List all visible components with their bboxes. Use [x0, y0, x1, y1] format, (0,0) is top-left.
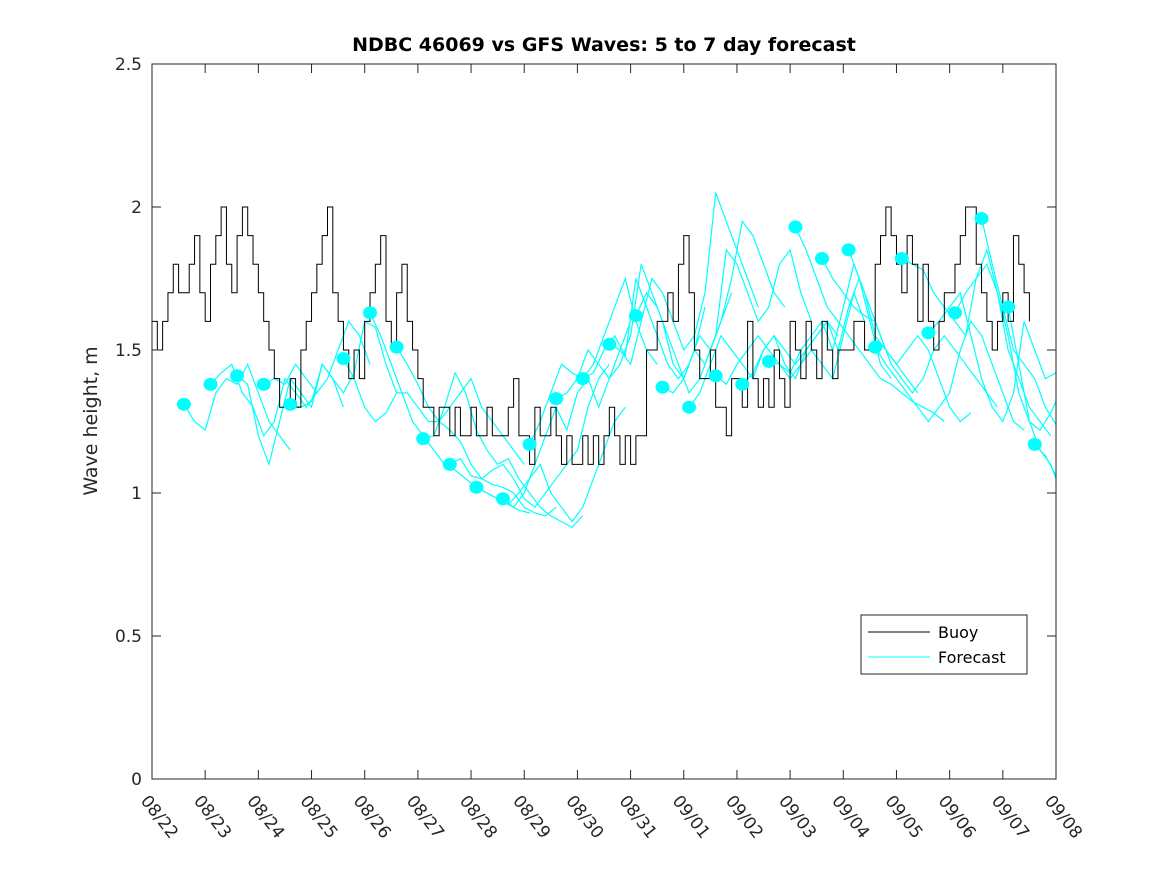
legend-label-forecast: Forecast — [938, 648, 1006, 667]
forecast-marker — [442, 457, 457, 471]
x-tick-label: 09/05 — [881, 792, 927, 843]
forecast-marker — [522, 437, 537, 451]
forecast-marker — [283, 397, 298, 411]
buoy-line — [152, 206, 1030, 465]
forecast-marker — [788, 220, 803, 234]
forecast-marker — [336, 352, 351, 366]
forecast-marker — [682, 400, 697, 414]
forecast-marker — [176, 397, 191, 411]
forecast-line — [954, 262, 1057, 431]
forecast-marker — [841, 243, 856, 257]
forecast-line — [290, 320, 398, 408]
forecast-marker — [894, 251, 909, 265]
forecast-line — [927, 291, 1057, 423]
forecast-line — [423, 371, 584, 529]
legend: Buoy Forecast — [860, 614, 1028, 675]
x-tick-label: 08/26 — [349, 792, 395, 843]
x-tick-label: 08/23 — [189, 792, 235, 843]
forecast-line — [662, 248, 812, 394]
forecast-line — [981, 218, 1057, 425]
forecast-line — [609, 192, 759, 366]
x-tick-label: 08/30 — [561, 792, 607, 843]
forecast-marker — [256, 377, 271, 391]
forecast-marker — [416, 432, 431, 446]
forecast-marker — [389, 340, 404, 354]
x-tick-label: 09/06 — [934, 792, 980, 843]
x-tick-label: 09/04 — [827, 792, 873, 843]
legend-box — [860, 614, 1028, 675]
forecast-marker — [921, 326, 936, 340]
y-tick-label: 2 — [131, 198, 142, 218]
x-tick-label: 08/28 — [455, 792, 501, 843]
forecast-line — [183, 362, 291, 451]
x-tick-label: 08/27 — [402, 792, 448, 843]
forecast-marker — [868, 340, 883, 354]
y-tick-label: 1 — [131, 484, 142, 504]
y-axis-label: Wave height, m — [80, 346, 102, 495]
forecast-line — [210, 363, 318, 438]
x-tick-label: 09/07 — [987, 792, 1033, 843]
forecast-line — [874, 320, 1025, 431]
forecast-marker — [363, 306, 378, 320]
x-tick-label: 09/03 — [774, 792, 820, 843]
x-tick-label: 09/01 — [668, 792, 714, 843]
axes-box — [151, 63, 1057, 780]
forecast-line — [449, 363, 610, 509]
x-tick-label: 08/24 — [242, 792, 288, 843]
forecast-marker — [575, 372, 590, 386]
forecast-line — [794, 226, 945, 422]
forecast-marker — [735, 377, 750, 391]
forecast-marker — [495, 492, 510, 506]
x-tick-label: 08/25 — [296, 792, 342, 843]
x-tick-label: 08/29 — [508, 792, 554, 843]
forecast-marker — [655, 380, 670, 394]
y-tick-label: 2.5 — [115, 55, 142, 75]
x-tick-label: 09/02 — [721, 792, 767, 843]
forecast-marker — [1001, 300, 1016, 314]
forecast-marker — [628, 309, 643, 323]
x-tick-label: 09/08 — [1040, 792, 1086, 843]
forecast-marker — [815, 251, 830, 265]
forecast-line — [555, 263, 706, 400]
legend-label-buoy: Buoy — [938, 623, 978, 642]
forecast-marker — [761, 354, 776, 368]
forecast-line — [848, 249, 998, 408]
forecast-marker — [602, 337, 617, 351]
forecast-line — [263, 320, 371, 394]
series-layer — [152, 192, 1057, 529]
forecast-marker — [974, 211, 989, 225]
forecast-marker — [203, 377, 218, 391]
forecast-marker — [708, 369, 723, 383]
forecast-line — [741, 276, 892, 385]
y-tick-label: 0 — [131, 770, 142, 790]
forecast-marker — [1027, 437, 1042, 451]
forecast-marker — [947, 306, 962, 320]
y-tick-label: 1.5 — [115, 341, 142, 361]
forecast-marker — [230, 369, 245, 383]
x-tick-label: 08/31 — [615, 792, 661, 843]
forecast-marker — [549, 392, 564, 406]
x-tick-label: 08/22 — [136, 792, 182, 843]
chart-title: NDBC 46069 vs GFS Waves: 5 to 7 day fore… — [352, 34, 856, 56]
y-tick-label: 0.5 — [115, 627, 142, 647]
forecast-marker — [469, 480, 484, 494]
